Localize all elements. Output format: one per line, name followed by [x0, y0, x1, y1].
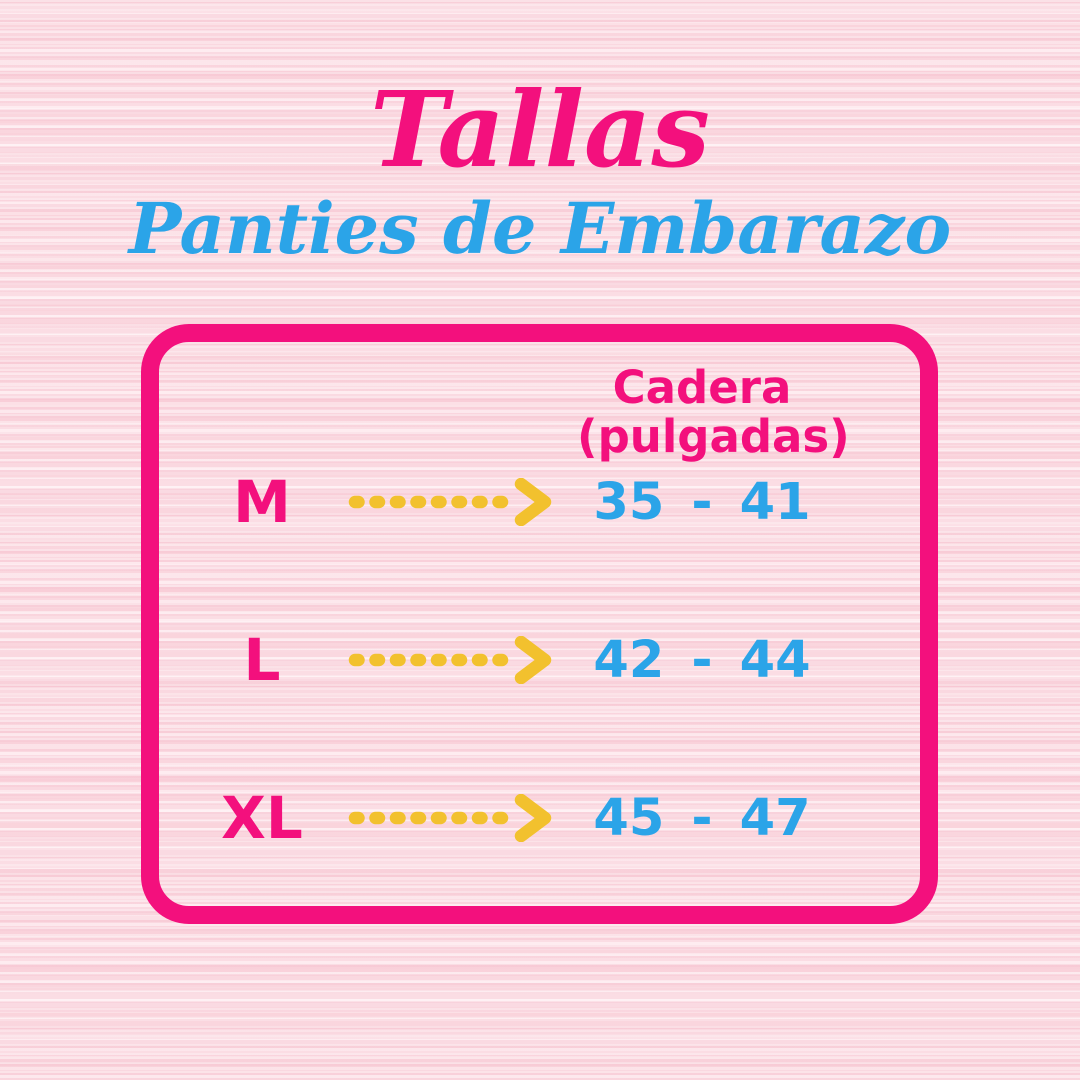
size-label: L — [243, 626, 281, 695]
size-label: M — [233, 468, 291, 537]
table-row: M 35 - 41 — [187, 473, 920, 531]
hip-range: 42 - 44 — [577, 635, 827, 686]
range-min: 42 — [593, 630, 665, 690]
dotted-arrow-icon — [337, 478, 577, 527]
table-row: XL 45 - 47 — [187, 789, 920, 847]
range-min: 45 — [593, 788, 665, 848]
size-chart-box: Cadera (pulgadas) M 35 - 41 L 42 - — [141, 324, 938, 924]
range-separator: - — [691, 630, 713, 690]
hip-range: 45 - 47 — [577, 793, 827, 844]
range-separator: - — [691, 788, 713, 848]
dotted-arrow-icon — [337, 636, 577, 685]
size-label: XL — [221, 784, 303, 853]
range-min: 35 — [593, 472, 665, 532]
column-header-line2: (pulgadas) — [577, 409, 850, 463]
page-subtitle: Panties de Embarazo — [128, 187, 952, 270]
range-max: 44 — [739, 630, 811, 690]
size-chart-header-row: Cadera (pulgadas) — [187, 361, 920, 463]
range-separator: - — [691, 472, 713, 532]
hip-range: 35 - 41 — [577, 477, 827, 528]
table-row: L 42 - 44 — [187, 631, 920, 689]
range-max: 47 — [739, 788, 811, 848]
column-header-cadera: Cadera (pulgadas) — [577, 361, 850, 463]
column-header-line1: Cadera — [612, 361, 792, 414]
range-max: 41 — [739, 472, 811, 532]
page-title: Tallas — [370, 68, 710, 191]
dotted-arrow-icon — [337, 794, 577, 843]
